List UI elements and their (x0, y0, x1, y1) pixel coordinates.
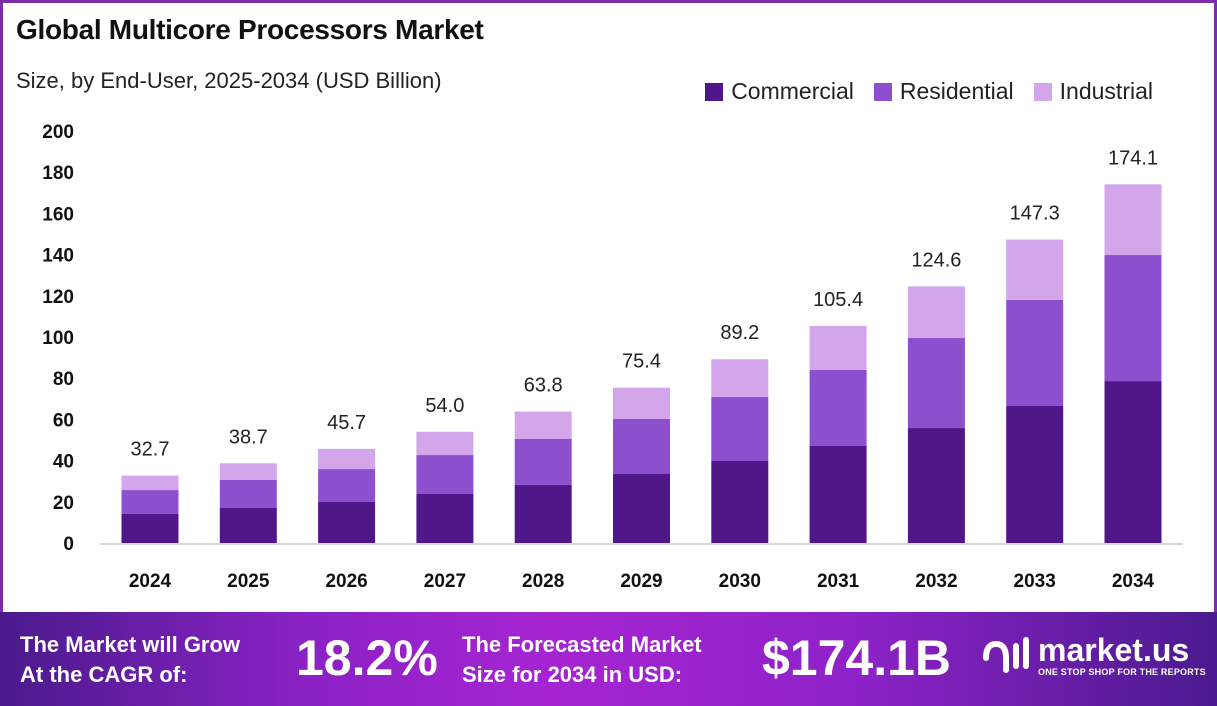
x-tick-label: 2024 (129, 571, 172, 592)
bar-segment-residential (416, 455, 474, 494)
forecast-label-line: The Forecasted Market (462, 632, 702, 657)
data-label: 63.8 (524, 375, 563, 397)
legend-label: Residential (899, 78, 1014, 104)
x-tick-label: 2029 (620, 571, 662, 592)
bar-segment-residential (514, 438, 572, 485)
bar-segment-residential (1104, 255, 1162, 382)
y-tick-label: 100 (42, 328, 74, 349)
bar-segment-commercial (318, 502, 376, 543)
x-tick-label: 2033 (1014, 571, 1056, 592)
y-tick-label: 0 (63, 534, 74, 555)
forecast-value: $174.1B (762, 630, 952, 686)
forecast-label: The Forecasted Market Size for 2034 in US… (462, 630, 702, 690)
bar-segment-commercial (1006, 406, 1064, 543)
cagr-label-line: The Market will Grow (20, 632, 241, 657)
x-tick-label: 2030 (719, 571, 761, 592)
y-tick-label: 200 (42, 122, 74, 143)
bar-chart: 0 20 40 60 80 100 120 140 160 180 200 32.7 2024 38.7 2… (42, 122, 1183, 592)
bar-segment-residential (121, 490, 179, 514)
legend-item-commercial: Commercial (705, 78, 854, 105)
data-label: 174.1 (1108, 147, 1158, 169)
legend-swatch (1033, 82, 1052, 101)
logo-name: market.us (1038, 632, 1190, 668)
bar-segment-industrial (514, 411, 572, 439)
y-tick-label: 160 (42, 204, 74, 225)
data-label: 105.4 (813, 289, 863, 311)
y-tick-label: 140 (42, 246, 74, 267)
bar-segment-commercial (219, 507, 277, 543)
bar-segment-residential (711, 396, 769, 462)
data-label: 124.6 (911, 249, 961, 271)
legend-item-industrial: Industrial (1033, 78, 1153, 105)
y-tick-label: 80 (53, 369, 74, 390)
bar-segment-industrial (219, 463, 277, 480)
data-label: 89.2 (720, 322, 759, 344)
y-tick-label: 180 (42, 163, 74, 184)
bar-segment-residential (219, 479, 277, 508)
bar-segment-industrial (1104, 184, 1162, 256)
data-label: 45.7 (327, 412, 366, 434)
bar-segment-residential (1006, 299, 1064, 407)
chart-subtitle: Size, by End-User, 2025-2034 (USD Billio… (16, 68, 442, 93)
bar-segment-commercial (416, 493, 474, 543)
market-us-logo: market.us ONE STOP SHOP FOR THE REPORTS (982, 634, 1206, 678)
y-tick-label: 20 (53, 493, 74, 514)
data-label: 38.7 (229, 426, 268, 448)
x-tick-label: 2028 (522, 571, 564, 592)
bar-segment-commercial (711, 461, 769, 543)
data-label: 75.4 (622, 351, 661, 373)
bar-segment-commercial (809, 445, 867, 543)
bar-segment-commercial (1104, 381, 1162, 543)
bar-segment-industrial (121, 475, 179, 491)
forecast-label-line: Size for 2034 in USD: (462, 662, 683, 687)
legend-item-residential: Residential (873, 78, 1014, 105)
summary-banner: The Market will Grow At the CAGR of: 18.2… (0, 612, 1217, 706)
data-label: 54.0 (425, 395, 464, 417)
bar-segment-commercial (613, 473, 670, 543)
cagr-label-line: At the CAGR of: (20, 662, 188, 687)
y-tick-label: 40 (53, 452, 74, 473)
bar-segment-commercial (907, 428, 965, 543)
data-label: 32.7 (131, 439, 170, 461)
x-tick-label: 2032 (915, 571, 957, 592)
bar-segment-industrial (416, 431, 474, 456)
bar-segment-industrial (711, 359, 769, 397)
chart-title: Global Multicore Processors Market (16, 14, 484, 45)
bar-segment-residential (907, 338, 965, 429)
x-tick-label: 2034 (1112, 571, 1155, 592)
x-tick-label: 2025 (227, 571, 270, 592)
bar-segment-industrial (318, 448, 376, 470)
cagr-value: 18.2% (296, 630, 438, 686)
legend-label: Commercial (731, 78, 854, 104)
bar-segment-residential (809, 369, 867, 446)
legend-swatch (873, 82, 892, 101)
bar-segment-industrial (907, 286, 965, 339)
legend: Commercial Residential Industrial (705, 78, 1153, 105)
bar-segment-commercial (121, 513, 179, 543)
bar-segment-residential (318, 469, 376, 503)
cagr-label: The Market will Grow At the CAGR of: (20, 630, 240, 690)
legend-swatch (705, 82, 724, 101)
bar-segment-industrial (613, 387, 670, 419)
x-tick-label: 2026 (325, 571, 367, 592)
bar-segment-commercial (514, 484, 572, 543)
bar-segment-residential (613, 418, 670, 474)
logo-icon (983, 637, 1029, 673)
x-tick-label: 2031 (817, 571, 860, 592)
bar-segment-industrial (1006, 239, 1064, 300)
bar-segment-industrial (809, 325, 867, 370)
data-label: 147.3 (1010, 203, 1060, 225)
y-tick-label: 120 (42, 287, 74, 308)
x-tick-label: 2027 (424, 571, 466, 592)
y-tick-label: 60 (53, 410, 74, 431)
logo-tagline: ONE STOP SHOP FOR THE REPORTS (1038, 667, 1206, 677)
legend-label: Industrial (1059, 78, 1153, 104)
